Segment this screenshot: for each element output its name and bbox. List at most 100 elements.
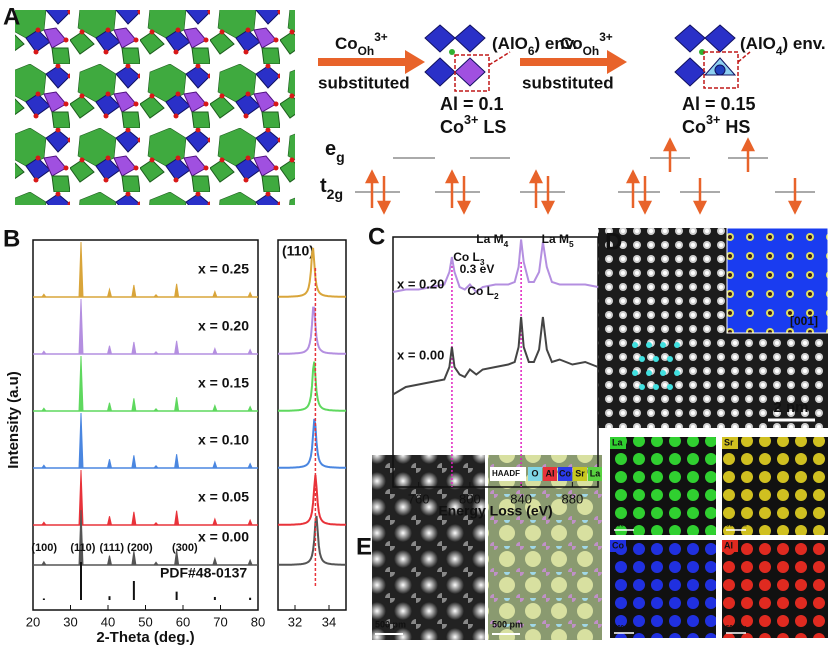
- peak: [131, 284, 137, 298]
- x-tick-label: 880: [562, 491, 584, 506]
- text-part: ) env.: [783, 34, 826, 53]
- map-tag: [610, 540, 626, 552]
- peak: [174, 397, 180, 412]
- peak: [106, 459, 113, 469]
- reference-label: PDF#48-0137: [160, 565, 247, 581]
- peak: [247, 348, 253, 355]
- peak: [174, 550, 180, 566]
- scale-label: 500 pm: [614, 523, 635, 529]
- atom-overlay: [632, 342, 680, 390]
- hkl-label: (111): [100, 542, 125, 554]
- element-map: [722, 540, 828, 638]
- x-tick-label: 70: [213, 614, 227, 629]
- panel-label: D: [605, 228, 622, 255]
- text-part: La M: [476, 232, 503, 246]
- peak: [131, 341, 137, 355]
- x-axis-title: 2-Theta (deg.): [96, 629, 194, 646]
- legend-entry: Co: [559, 468, 571, 478]
- peak: [106, 287, 113, 298]
- zoom-peak: [277, 515, 347, 566]
- text-part: La M: [542, 232, 569, 246]
- peak: [131, 455, 137, 469]
- peak: [40, 407, 47, 412]
- highlight-box: [454, 51, 751, 92]
- plot-frame: [392, 236, 599, 488]
- text-part: ) env.: [535, 34, 578, 53]
- series-label: x = 0.00: [397, 347, 444, 362]
- peak: [212, 290, 218, 298]
- series-label: x = 0.10: [198, 432, 249, 448]
- electron-spin: [364, 137, 803, 215]
- text-part: 4: [776, 44, 783, 58]
- overlay-image: [488, 455, 602, 640]
- peak: [212, 347, 218, 355]
- annotation: Co L2: [467, 284, 499, 301]
- peak: [106, 345, 113, 355]
- text-part: (AlO: [492, 34, 528, 53]
- annotation: Co L3: [453, 250, 485, 267]
- zoom-peak: [278, 361, 346, 412]
- zoom-title: (110): [282, 243, 314, 259]
- x-axis-title: Energy Loss (eV): [438, 503, 552, 519]
- legend-box: [490, 467, 526, 481]
- legend-entry: Sr: [575, 468, 585, 478]
- legend-swatch: [573, 467, 587, 481]
- panel-label: A: [3, 3, 20, 30]
- text-part: 3+: [599, 30, 613, 44]
- legend-swatch: [558, 467, 572, 481]
- peak: [78, 241, 84, 298]
- text-part: LS: [478, 117, 506, 137]
- hkl-label: (300): [172, 542, 198, 554]
- crystal-structure: [15, 10, 295, 205]
- zoom-peak: [278, 247, 346, 298]
- x-tick-label: 760: [408, 491, 430, 506]
- peak: [131, 551, 137, 566]
- text-part: 3+: [374, 30, 388, 44]
- al-content: Al = 0.1: [440, 94, 504, 114]
- substituted-label: substituted: [522, 73, 614, 92]
- peak: [247, 558, 253, 566]
- x-tick-label: 840: [510, 491, 532, 506]
- spectrum: [392, 316, 599, 396]
- scale-label: 500 pm: [375, 619, 406, 629]
- peak: [247, 518, 253, 526]
- energy-level: [355, 157, 815, 193]
- haadf-image: [372, 455, 485, 640]
- substituted-label: substituted: [318, 73, 410, 92]
- text-part: e: [325, 138, 336, 160]
- text-part: 2g: [327, 186, 343, 202]
- map-label: Co: [612, 540, 624, 550]
- x-tick-label: 30: [63, 614, 77, 629]
- text-part: Co L: [467, 284, 494, 298]
- peak: [106, 402, 113, 412]
- substituent-label: CoOh3+: [560, 30, 613, 58]
- peak: [247, 405, 253, 412]
- text-part: 0.3 eV: [460, 262, 495, 276]
- legend-entry: Al: [546, 468, 555, 478]
- peak: [152, 465, 160, 469]
- peak: [152, 408, 160, 412]
- peak: [174, 283, 180, 298]
- spectrum: [392, 239, 599, 294]
- scale-label: 500 pm: [492, 619, 523, 629]
- peak: [40, 464, 47, 469]
- peak: [40, 560, 47, 566]
- scale-label: 500 pm: [726, 626, 747, 632]
- map-tag: [610, 437, 626, 449]
- scale-label: 500 pm: [726, 523, 747, 529]
- environment-label: (AlO6) env.: [492, 34, 578, 58]
- text-part: 4: [504, 239, 509, 249]
- series-label: x = 0.05: [198, 489, 249, 505]
- map-tag: [722, 540, 738, 552]
- hkl-label: (110): [70, 542, 95, 554]
- text-part: Co: [682, 117, 706, 137]
- peak: [40, 293, 47, 298]
- text-part: Oh: [358, 44, 375, 58]
- peak: [106, 555, 113, 566]
- peak: [78, 412, 84, 469]
- peak: [131, 511, 137, 526]
- x-tick-label: 34: [322, 614, 336, 629]
- element-map: [610, 540, 716, 638]
- x-tick-label: 50: [138, 614, 152, 629]
